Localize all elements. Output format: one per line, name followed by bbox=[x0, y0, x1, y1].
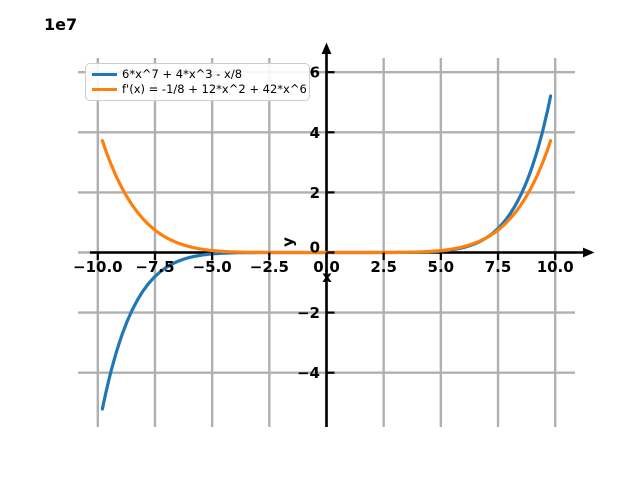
legend: 6*x^7 + 4*x^3 - x/8 f'(x) = -1/8 + 12*x^… bbox=[85, 63, 310, 101]
legend-label-fprime: f'(x) = -1/8 + 12*x^2 + 42*x^6 bbox=[122, 81, 307, 96]
x-tick-label: 5.0 bbox=[428, 258, 455, 276]
y-axis-arrow-icon bbox=[321, 42, 332, 54]
legend-line-swatch-f bbox=[92, 73, 117, 77]
y-tick-label: −4 bbox=[297, 364, 320, 382]
y-tick-label: 2 bbox=[310, 184, 320, 202]
y-axis-offset-label: 1e7 bbox=[44, 15, 78, 34]
x-axis-arrow-icon bbox=[583, 247, 595, 258]
legend-label-f: 6*x^7 + 4*x^3 - x/8 bbox=[122, 67, 243, 81]
x-tick-label: −5.0 bbox=[193, 258, 232, 276]
legend-item: 6*x^7 + 4*x^3 - x/8 bbox=[92, 67, 303, 81]
y-tick-label: 0 bbox=[310, 239, 320, 257]
x-tick-label: 2.5 bbox=[370, 258, 397, 276]
y-tick-label: 4 bbox=[310, 124, 320, 142]
x-tick-label: −2.5 bbox=[250, 258, 289, 276]
y-tick-label: −2 bbox=[297, 304, 320, 322]
y-axis-label: y bbox=[279, 237, 297, 247]
x-tick-label: −7.5 bbox=[135, 258, 174, 276]
x-tick-label: 10.0 bbox=[537, 258, 574, 276]
y-tick-label: 6 bbox=[310, 64, 320, 82]
x-tick-label: 7.5 bbox=[485, 258, 512, 276]
x-axis-label: x bbox=[322, 268, 332, 286]
legend-line-swatch-fprime bbox=[92, 87, 117, 91]
x-tick-label: 0.0 bbox=[313, 258, 340, 276]
legend-item: f'(x) = -1/8 + 12*x^2 + 42*x^6 bbox=[92, 83, 307, 96]
x-tick-label: −10.0 bbox=[73, 258, 123, 276]
